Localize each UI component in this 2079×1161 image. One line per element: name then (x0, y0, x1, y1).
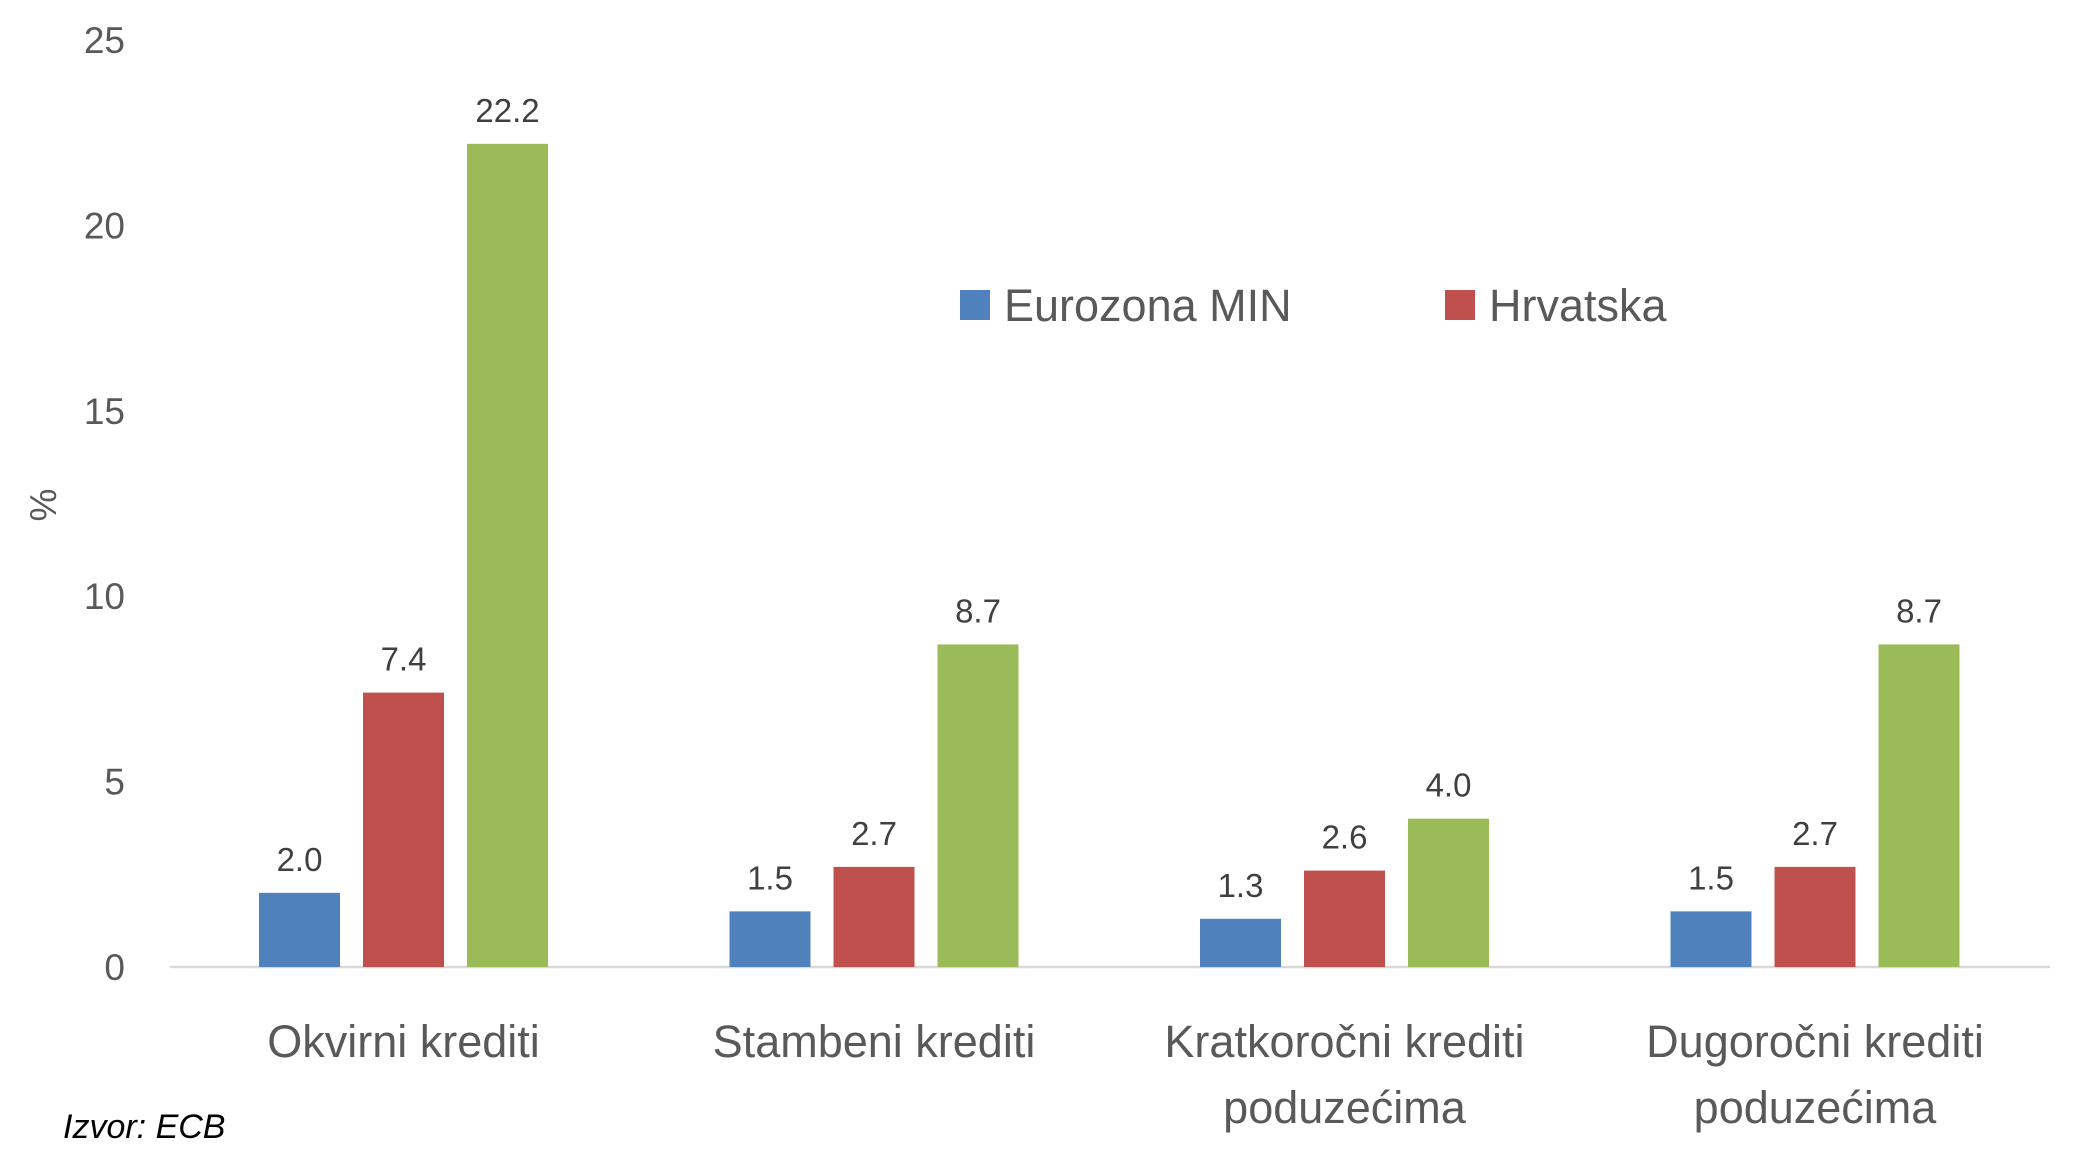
legend: Eurozona MIN Hrvatska (960, 280, 1668, 331)
y-axis-label: % (23, 489, 64, 522)
data-label: 2.6 (1322, 819, 1368, 856)
bar (1878, 644, 1960, 967)
bar (1200, 918, 1281, 967)
data-label: 2.0 (277, 841, 323, 878)
y-tick-label: 20 (84, 205, 125, 246)
data-label: 2.7 (1792, 815, 1838, 852)
category-label: Kratkoročni krediti (1164, 1016, 1524, 1067)
data-label: 4.0 (1426, 767, 1472, 804)
bars: 2.0 7.4 22.2 1.5 2.7 8.7 1.3 2.6 4.0 1.5 2.7 8.7 (259, 92, 1960, 968)
data-label: 22.2 (475, 92, 539, 129)
legend-swatch-eurozona-min (960, 290, 990, 320)
legend-label-eurozona-min: Eurozona MIN (1004, 280, 1292, 331)
legend-label-hrvatska: Hrvatska (1489, 280, 1668, 331)
category-label: poduzećima (1694, 1082, 1938, 1133)
data-label: 8.7 (1896, 592, 1942, 629)
bar (937, 644, 1019, 967)
bar (833, 866, 915, 967)
bar (1304, 870, 1385, 967)
bar (259, 892, 340, 967)
bar (1408, 818, 1489, 967)
legend-swatch-hrvatska (1445, 290, 1475, 320)
category-label: Dugoročni krediti (1646, 1016, 1984, 1067)
data-label: 7.4 (381, 641, 427, 678)
y-tick-label: 0 (104, 947, 125, 988)
source-note: Izvor: ECB (63, 1108, 225, 1146)
data-label: 8.7 (955, 592, 1001, 629)
data-label: 1.5 (747, 859, 793, 896)
category-label: poduzećima (1223, 1082, 1467, 1133)
y-tick-label: 15 (84, 391, 125, 432)
y-axis-ticks: 0 5 10 15 20 25 (84, 20, 125, 988)
data-label: 2.7 (851, 815, 897, 852)
category-label: Stambeni krediti (713, 1016, 1036, 1067)
bar (363, 692, 444, 967)
y-tick-label: 10 (84, 576, 125, 617)
bar (1774, 866, 1856, 967)
bar (467, 143, 548, 968)
category-label: Okvirni krediti (267, 1016, 540, 1067)
y-tick-label: 25 (84, 20, 125, 61)
bar (1670, 911, 1752, 967)
bar (729, 911, 811, 967)
data-label: 1.3 (1218, 867, 1264, 904)
category-labels: Okvirni krediti Stambeni krediti Kratkoroč… (267, 1016, 1984, 1133)
y-tick-label: 5 (104, 762, 125, 803)
data-label: 1.5 (1688, 859, 1734, 896)
